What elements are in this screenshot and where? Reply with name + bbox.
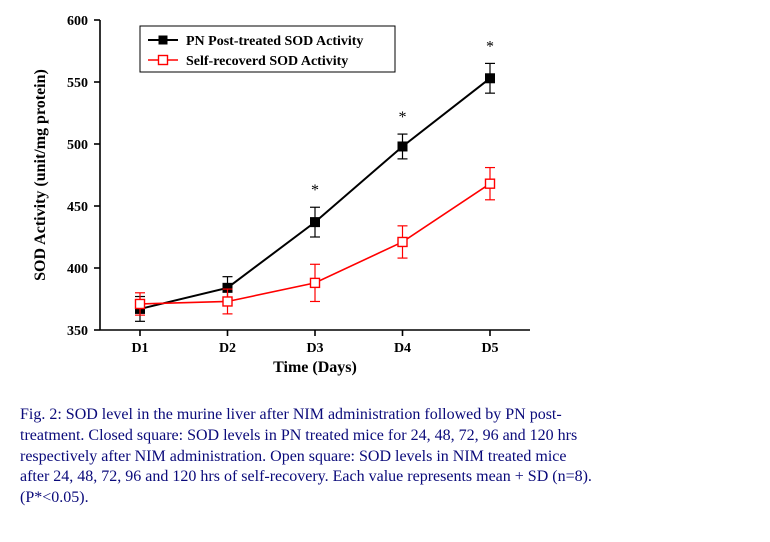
sod-activity-chart: 350 400 450 500 550 600 SOD Activity (unit/mg … <box>20 0 570 390</box>
svg-text:D4: D4 <box>394 341 411 356</box>
chart-svg: 350 400 450 500 550 600 SOD Activity (unit/mg … <box>20 0 570 390</box>
svg-text:350: 350 <box>67 324 88 339</box>
svg-text:*: * <box>311 182 319 199</box>
caption-line-5: (P*<0.05). <box>20 489 89 506</box>
svg-text:450: 450 <box>67 200 88 215</box>
svg-text:550: 550 <box>67 76 88 91</box>
svg-text:PN Post-treated SOD Activity: PN Post-treated SOD Activity <box>186 34 363 49</box>
svg-text:400: 400 <box>67 262 88 277</box>
svg-text:D1: D1 <box>131 341 148 356</box>
svg-text:D5: D5 <box>481 341 498 356</box>
svg-text:SOD Activity (unit/mg protein): SOD Activity (unit/mg protein) <box>32 69 49 281</box>
svg-text:*: * <box>399 109 407 126</box>
svg-text:Time (Days): Time (Days) <box>273 359 357 376</box>
caption-line-2: treatment. Closed square: SOD levels in … <box>20 427 577 444</box>
svg-text:600: 600 <box>67 14 88 29</box>
caption-line-3: respectively after NIM administration. O… <box>20 448 567 465</box>
page-root: 350 400 450 500 550 600 SOD Activity (unit/mg … <box>0 0 770 542</box>
svg-text:D3: D3 <box>306 341 323 356</box>
figure-caption: Fig. 2: SOD level in the murine liver af… <box>20 405 740 509</box>
caption-line-4: after 24, 48, 72, 96 and 120 hrs of self… <box>20 468 592 485</box>
svg-text:*: * <box>486 38 494 55</box>
svg-text:500: 500 <box>67 138 88 153</box>
svg-text:D2: D2 <box>219 341 236 356</box>
svg-text:Self-recoverd SOD Activity: Self-recoverd SOD Activity <box>186 54 348 69</box>
caption-line-1: Fig. 2: SOD level in the murine liver af… <box>20 406 562 423</box>
